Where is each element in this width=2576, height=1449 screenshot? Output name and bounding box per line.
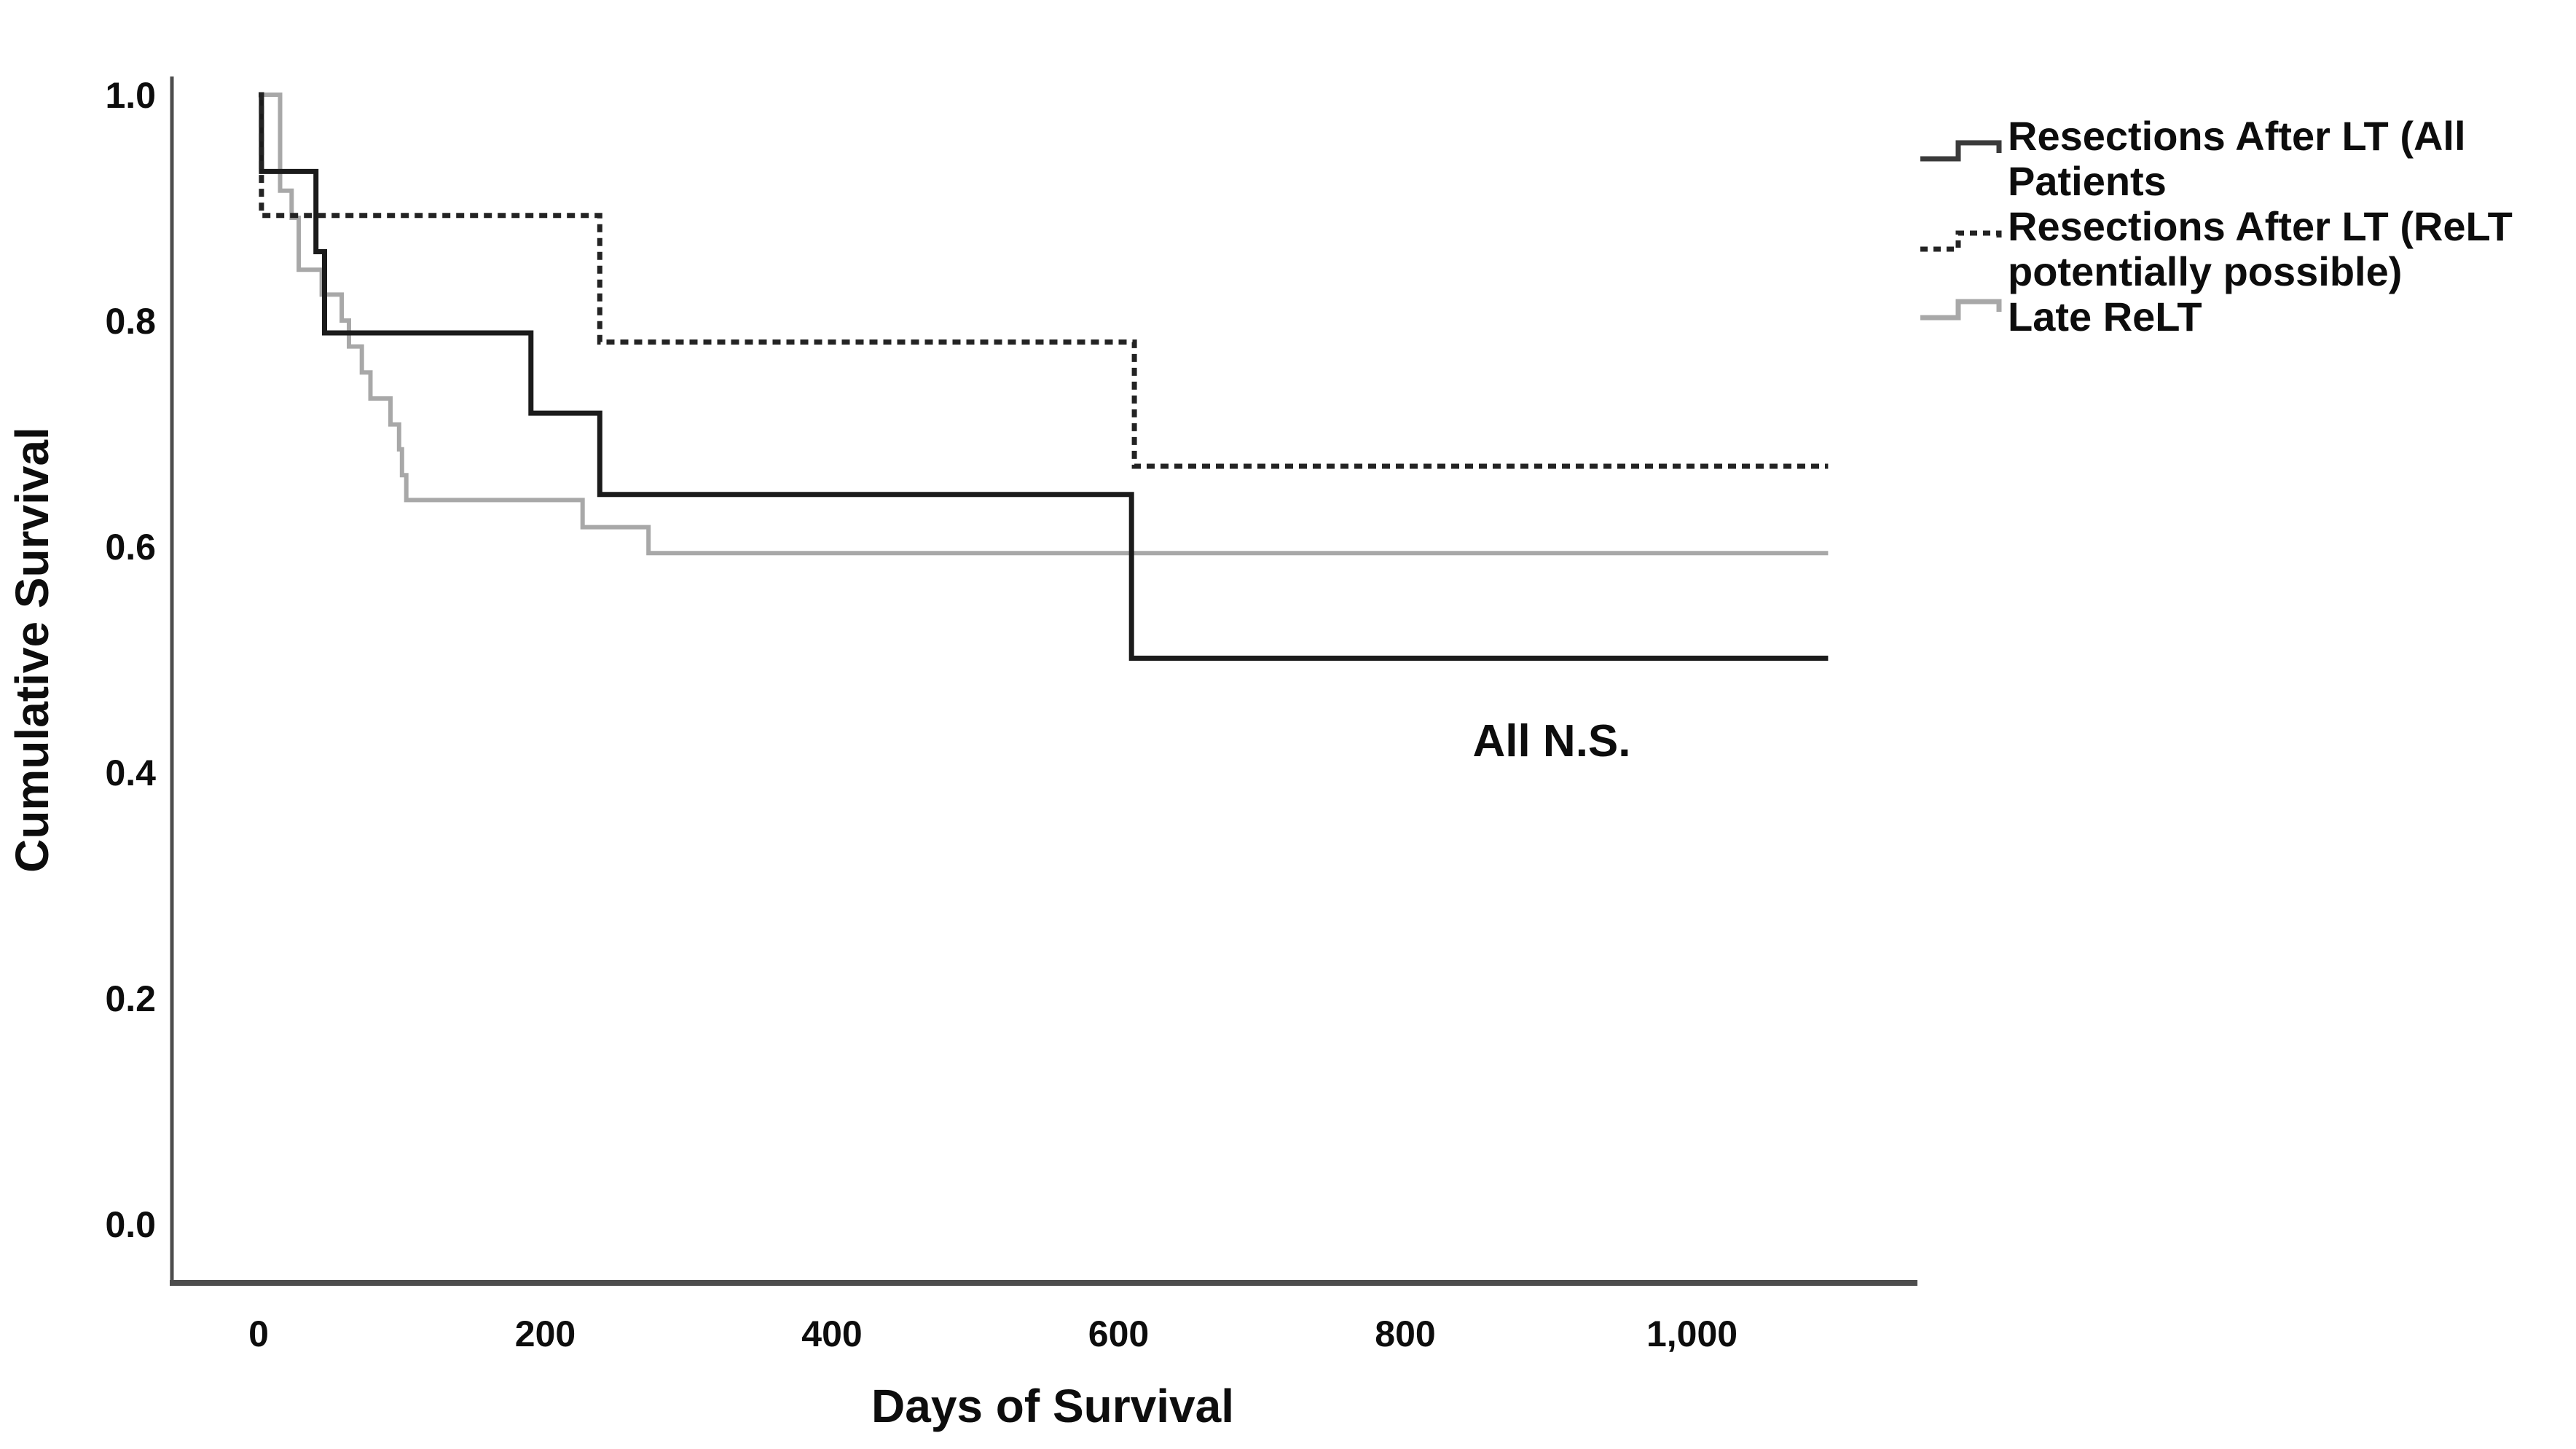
x-tick-label: 800 xyxy=(1375,1313,1435,1354)
survival-curve xyxy=(259,92,1829,661)
survival-curves xyxy=(259,92,1829,661)
legend-label: Late ReLT xyxy=(2008,294,2202,339)
annotation-all-ns: All N.S. xyxy=(1472,716,1630,766)
y-tick-label: 0.8 xyxy=(105,301,156,342)
survival-curve xyxy=(259,92,1829,469)
legend-label: potentially possible) xyxy=(2008,248,2402,294)
y-tick-label: 0.2 xyxy=(105,978,156,1019)
legend-key-icon xyxy=(1920,140,2002,162)
y-tick-label: 0.4 xyxy=(105,753,156,793)
x-axis-title: Days of Survival xyxy=(871,1380,1234,1432)
y-tick-label: 0.0 xyxy=(105,1204,156,1245)
y-tick-label: 0.6 xyxy=(105,527,156,568)
x-tick-label: 400 xyxy=(801,1313,862,1354)
x-tick-label: 600 xyxy=(1088,1313,1149,1354)
x-tick-label: 0 xyxy=(248,1313,269,1354)
x-axis-tick-labels: 0 200 400 600 800 1,000 xyxy=(248,1313,1737,1354)
x-tick-label: 200 xyxy=(515,1313,576,1354)
legend-key-icon xyxy=(1920,299,2002,321)
survival-curve xyxy=(259,93,1829,556)
legend-key-icon xyxy=(1920,230,2002,252)
legend-label: Resections After LT (All xyxy=(2008,113,2466,159)
legend-label: Patients xyxy=(2008,158,2167,204)
legend-label: Resections After LT (ReLT xyxy=(2008,203,2513,249)
y-axis-tick-labels: 0.0 0.2 0.4 0.6 0.8 1.0 xyxy=(105,75,156,1245)
y-axis-title: Cumulative Survival xyxy=(6,427,58,873)
axes xyxy=(170,76,1917,1286)
x-tick-label: 1,000 xyxy=(1646,1313,1737,1354)
legend: Resections After LT (AllPatientsResectio… xyxy=(1920,113,2513,339)
y-tick-label: 1.0 xyxy=(105,75,156,116)
